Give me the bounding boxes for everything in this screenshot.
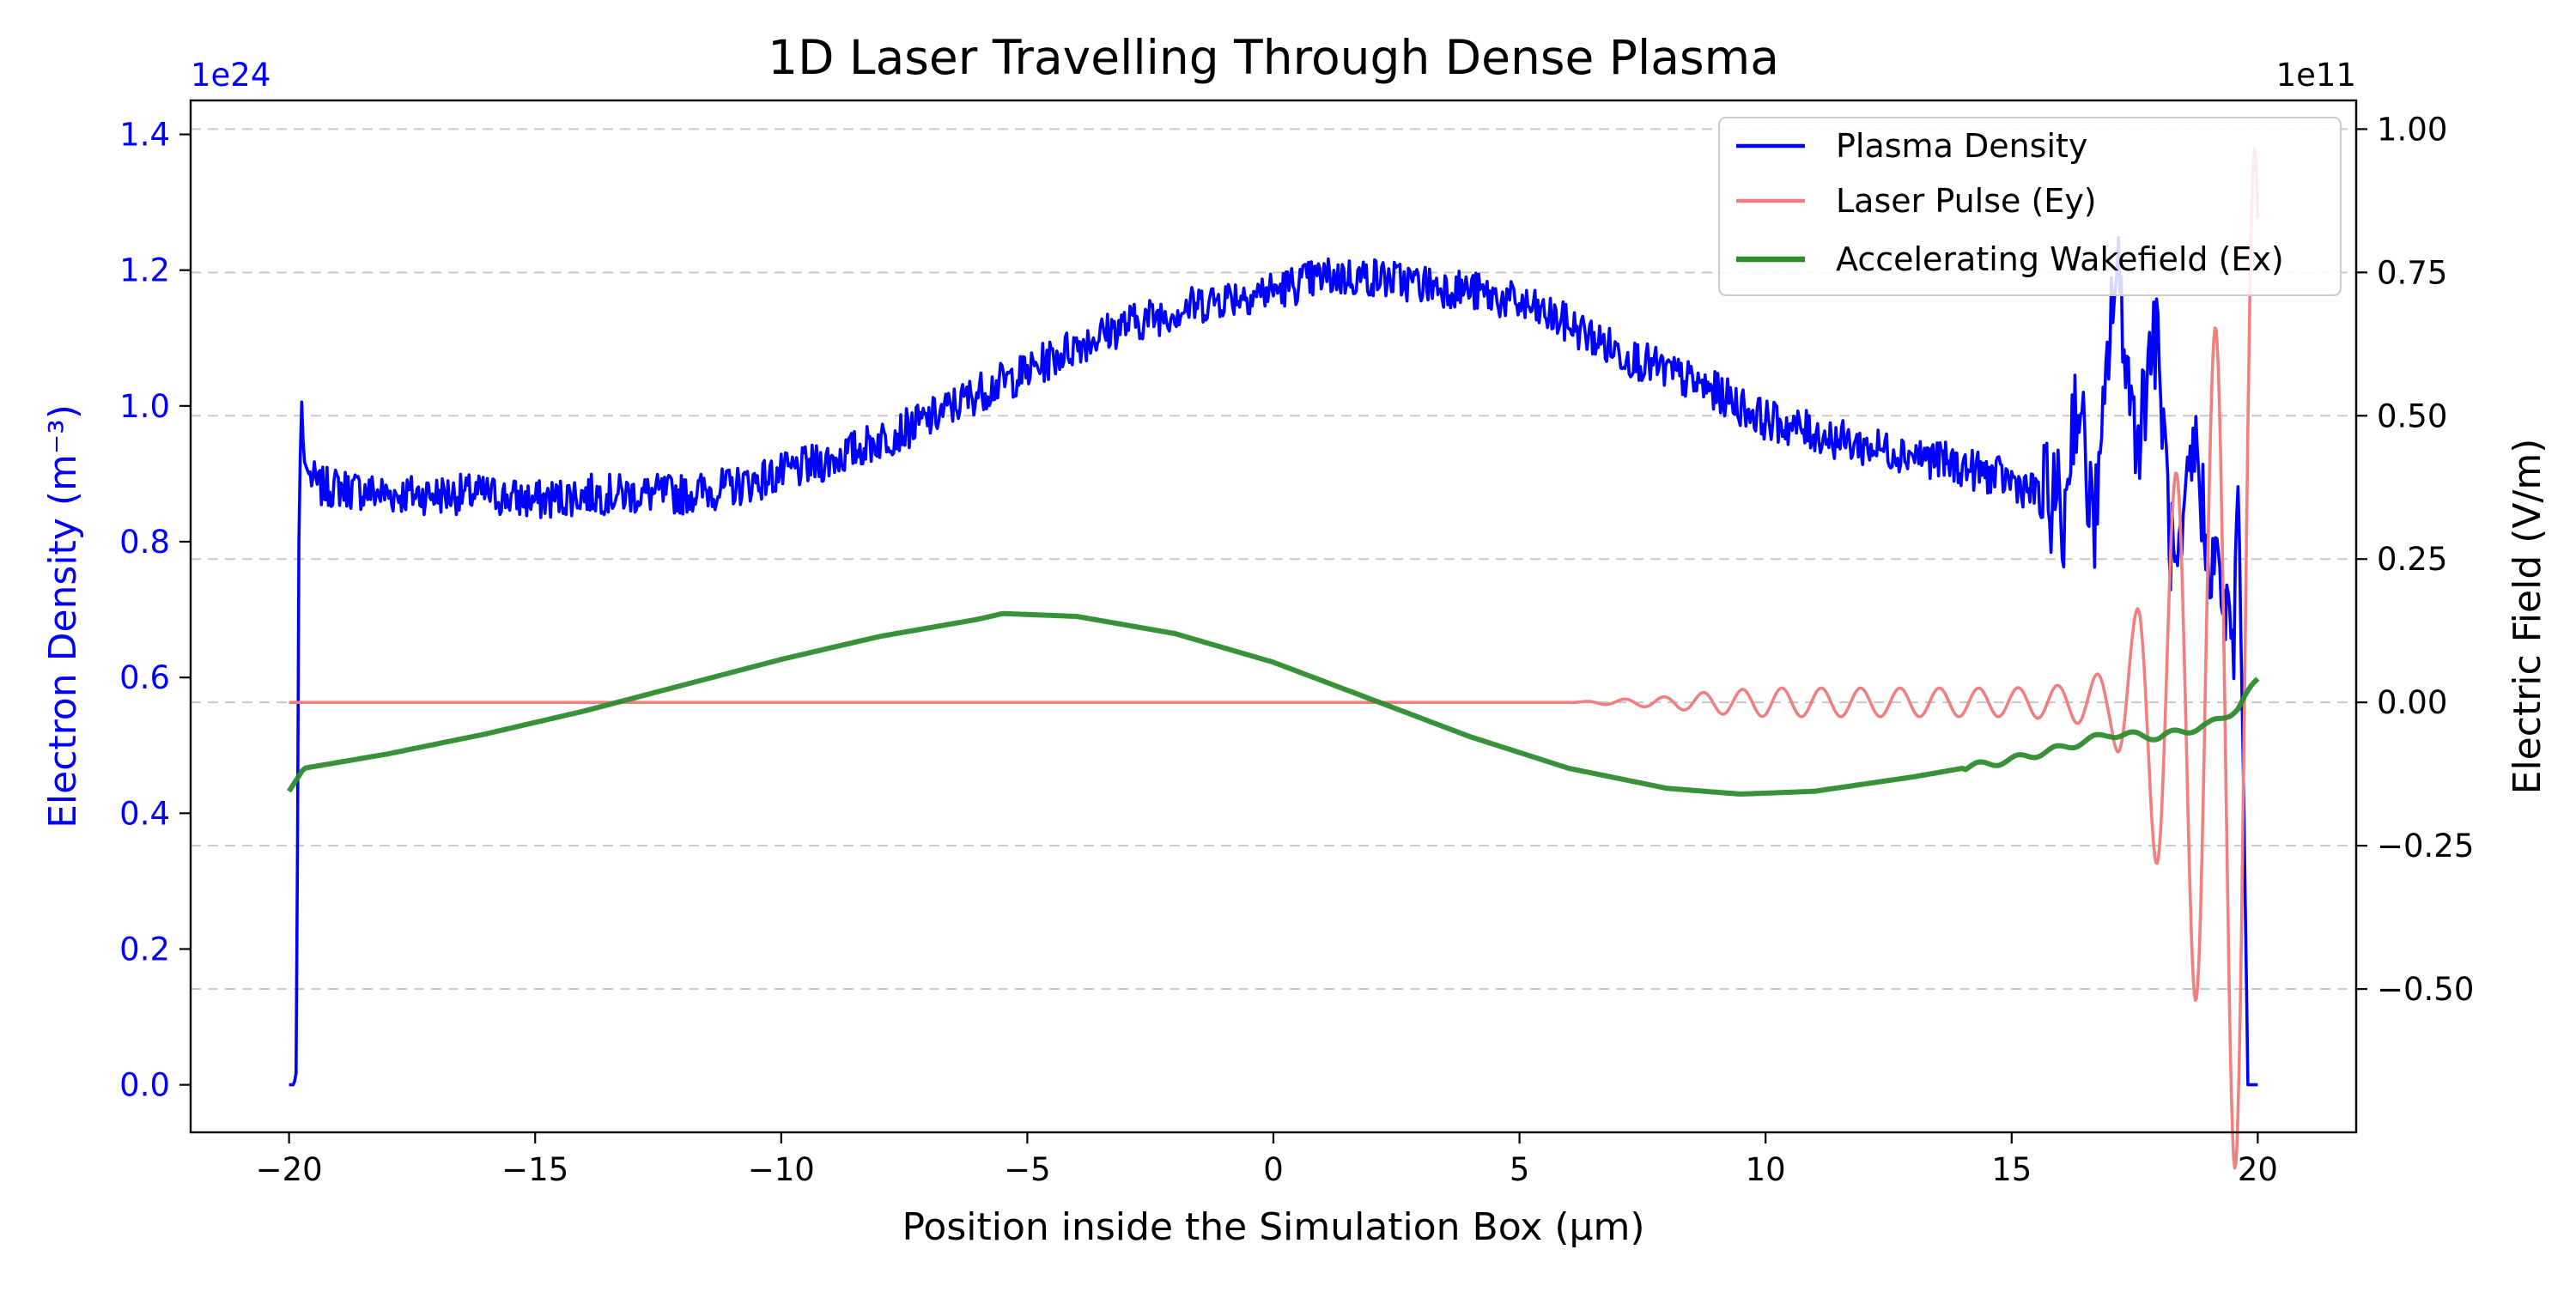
left-axis-offset-text: 1e24 (191, 57, 270, 94)
left-y-tick-label: 1.4 (119, 117, 170, 154)
left-y-tick-label: 0.2 (119, 931, 170, 967)
right-y-tick-label: 0.50 (2377, 397, 2447, 434)
x-tick-label: −10 (748, 1151, 815, 1188)
legend-label-laser-pulse: Laser Pulse (Ey) (1836, 182, 2097, 220)
x-tick-label: 0 (1263, 1151, 1284, 1188)
legend-label-wakefield: Accelerating Wakefield (Ex) (1836, 240, 2284, 278)
right-axis-label: Electric Field (V/m) (2506, 439, 2549, 795)
chart-title: 1D Laser Travelling Through Dense Plasma (768, 30, 1779, 85)
x-tick-label: 20 (2238, 1151, 2278, 1188)
right-y-tick-label: 1.00 (2377, 111, 2447, 148)
right-y-tick-label: 0.00 (2377, 684, 2447, 721)
legend-label-plasma-density: Plasma Density (1836, 127, 2087, 165)
left-y-tick-label: 1.2 (119, 252, 170, 289)
series-line-wakefield (287, 610, 2260, 797)
x-tick-label: −15 (501, 1151, 568, 1188)
series-line-plasma-density (289, 235, 2258, 1087)
x-tick-label: −5 (1004, 1151, 1051, 1188)
x-axis-label: Position inside the Simulation Box (μm) (902, 1205, 1644, 1249)
x-axis: −20 −15 −10 −5 0 5 10 15 20 (256, 1132, 2278, 1188)
x-tick-label: 5 (1510, 1151, 1530, 1188)
left-y-tick-label: 0.4 (119, 795, 170, 832)
legend: Plasma Density Laser Pulse (Ey) Accelera… (1718, 117, 2342, 296)
x-tick-label: 15 (1991, 1151, 2032, 1188)
right-y-axis: −0.50 −0.25 0.00 0.25 0.50 0.75 1.00 (2356, 111, 2474, 1008)
left-y-tick-label: 0.0 (119, 1067, 170, 1104)
x-tick-label: 10 (1746, 1151, 1786, 1188)
legend-box (1718, 117, 2342, 296)
left-y-axis: 0.0 0.2 0.4 0.6 0.8 1.0 1.2 1.4 (119, 117, 191, 1104)
left-axis-label: Electron Density (m⁻³) (41, 404, 85, 828)
left-y-tick-label: 0.6 (119, 659, 170, 696)
series-layer (287, 148, 2260, 1170)
right-y-tick-label: 0.75 (2377, 254, 2447, 291)
x-tick-label: −20 (256, 1151, 323, 1188)
left-y-tick-label: 0.8 (119, 524, 170, 561)
right-y-tick-label: −0.50 (2377, 971, 2474, 1008)
left-y-tick-label: 1.0 (119, 388, 170, 425)
right-y-tick-label: −0.25 (2377, 828, 2474, 864)
right-axis-offset-text: 1e11 (2276, 57, 2356, 94)
right-y-tick-label: 0.25 (2377, 541, 2447, 578)
